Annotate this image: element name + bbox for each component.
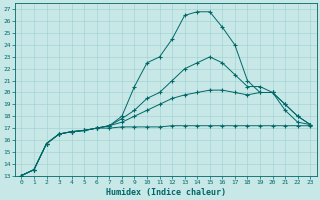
X-axis label: Humidex (Indice chaleur): Humidex (Indice chaleur) bbox=[106, 188, 226, 197]
